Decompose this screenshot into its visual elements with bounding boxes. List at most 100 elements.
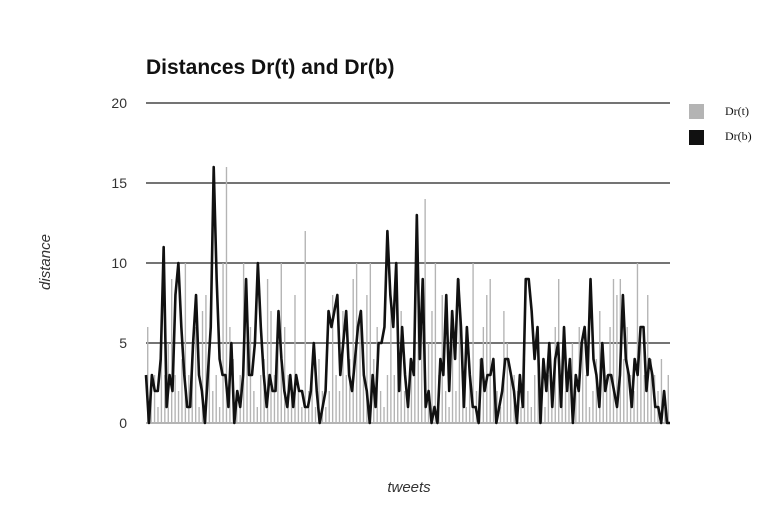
dr-t-bar <box>571 343 574 423</box>
dr-t-bar <box>246 343 248 423</box>
dr-t-bar <box>451 343 454 423</box>
dr-t-bar <box>266 279 269 423</box>
dr-t-bar <box>335 375 337 423</box>
dr-t-bar <box>184 263 187 423</box>
dr-t-bar <box>218 407 221 423</box>
dr-t-bar <box>379 391 382 423</box>
dr-t-bar <box>599 311 601 423</box>
dr-t-bar <box>486 295 488 423</box>
dr-t-bar <box>407 407 409 423</box>
dr-t-bar <box>664 407 666 423</box>
x-axis-label: tweets <box>387 479 431 496</box>
dr-t-bar <box>568 375 570 423</box>
dr-t-bar <box>441 295 443 423</box>
dr-t-bar <box>468 375 471 423</box>
y-tick-label: 20 <box>111 95 127 111</box>
dr-t-bar <box>222 263 224 423</box>
dr-t-bar <box>215 375 217 423</box>
dr-t-bar <box>458 279 461 423</box>
dr-t-bar <box>643 375 645 423</box>
dr-t-bar <box>318 359 320 423</box>
dr-t-bar <box>496 391 498 423</box>
dr-t-bar <box>530 407 532 423</box>
dr-t-bar <box>328 391 330 423</box>
legend-label-dr-b: Dr(b) <box>725 129 752 143</box>
dr-t-bar <box>547 375 550 423</box>
dr-t-bar <box>225 167 228 423</box>
dr-t-bar <box>431 311 433 423</box>
legend-label-dr-t: Dr(t) <box>725 104 749 118</box>
dr-t-bar <box>410 359 413 423</box>
dr-t-bar <box>284 327 286 423</box>
y-tick-label: 10 <box>111 255 127 271</box>
dr-t-bar <box>427 343 430 423</box>
dr-t-bar <box>205 295 207 423</box>
dr-t-bar <box>636 263 639 423</box>
dr-t-bar <box>369 263 372 423</box>
dr-t-bar <box>270 311 272 423</box>
dr-t-bar <box>256 407 258 423</box>
dr-t-bar <box>421 327 423 423</box>
dr-t-bar <box>273 375 276 423</box>
dr-t-bar <box>390 295 392 423</box>
dr-t-bar <box>605 375 608 423</box>
chart-title: Distances Dr(t) and Dr(b) <box>146 56 395 79</box>
dr-t-bar <box>595 359 598 423</box>
dr-t-bar <box>314 407 317 423</box>
dr-t-bar <box>349 359 351 423</box>
dr-t-bar <box>585 375 587 423</box>
dr-t-bar <box>359 311 361 423</box>
dr-b-line-group <box>144 165 670 425</box>
dr-t-bar <box>157 407 159 423</box>
dr-t-bar <box>290 391 293 423</box>
dr-t-bar <box>527 391 529 423</box>
dr-t-bar <box>616 295 618 423</box>
dr-t-bar <box>506 343 509 423</box>
legend: Dr(t) Dr(b) <box>689 104 752 145</box>
dr-t-bar <box>366 295 368 423</box>
dr-t-bar <box>564 391 567 423</box>
dr-t-bar <box>448 407 450 423</box>
dr-t-bar <box>417 295 419 423</box>
dr-t-bar <box>297 391 300 423</box>
y-axis-ticks: 0 5 10 15 20 <box>111 95 127 431</box>
dr-t-bar <box>352 279 354 423</box>
dr-t-bar <box>301 407 303 423</box>
dr-t-bar <box>260 375 262 423</box>
dr-t-bar <box>623 359 625 423</box>
dr-t-bar <box>575 391 577 423</box>
dr-t-bar <box>325 407 327 423</box>
dr-t-bar <box>188 375 190 423</box>
dr-t-bar <box>212 391 214 423</box>
dr-t-bar <box>520 407 522 423</box>
dr-t-bar <box>626 327 628 423</box>
dr-t-bar <box>194 327 197 423</box>
dr-t-bar <box>171 279 173 423</box>
dr-t-bar <box>544 407 546 423</box>
y-tick-label: 15 <box>111 175 127 191</box>
y-axis-label: distance <box>37 234 54 290</box>
dr-t-bar <box>660 359 663 423</box>
dr-t-bar <box>338 391 341 423</box>
dr-t-bar <box>424 199 426 423</box>
y-tick-label: 0 <box>119 415 127 431</box>
dr-t-bar <box>177 391 180 423</box>
legend-swatch-dr-b <box>689 130 704 145</box>
dr-t-bar <box>650 359 652 423</box>
dr-t-bar <box>181 359 183 423</box>
dr-t-bar <box>647 295 649 423</box>
dr-t-bar <box>612 279 615 423</box>
legend-swatch-dr-t <box>689 104 704 119</box>
dr-t-bar <box>492 375 495 423</box>
dr-t-bar <box>633 391 635 423</box>
dr-t-bar <box>386 375 389 423</box>
dr-t-bar <box>294 295 296 423</box>
dr-t-bar <box>362 343 365 423</box>
dr-b-line <box>144 165 670 425</box>
dr-t-bar <box>667 375 669 423</box>
dr-t-bar <box>164 375 166 423</box>
dr-t-bar <box>342 311 344 423</box>
dr-t-bar <box>592 391 594 423</box>
dr-t-bar <box>208 359 211 423</box>
